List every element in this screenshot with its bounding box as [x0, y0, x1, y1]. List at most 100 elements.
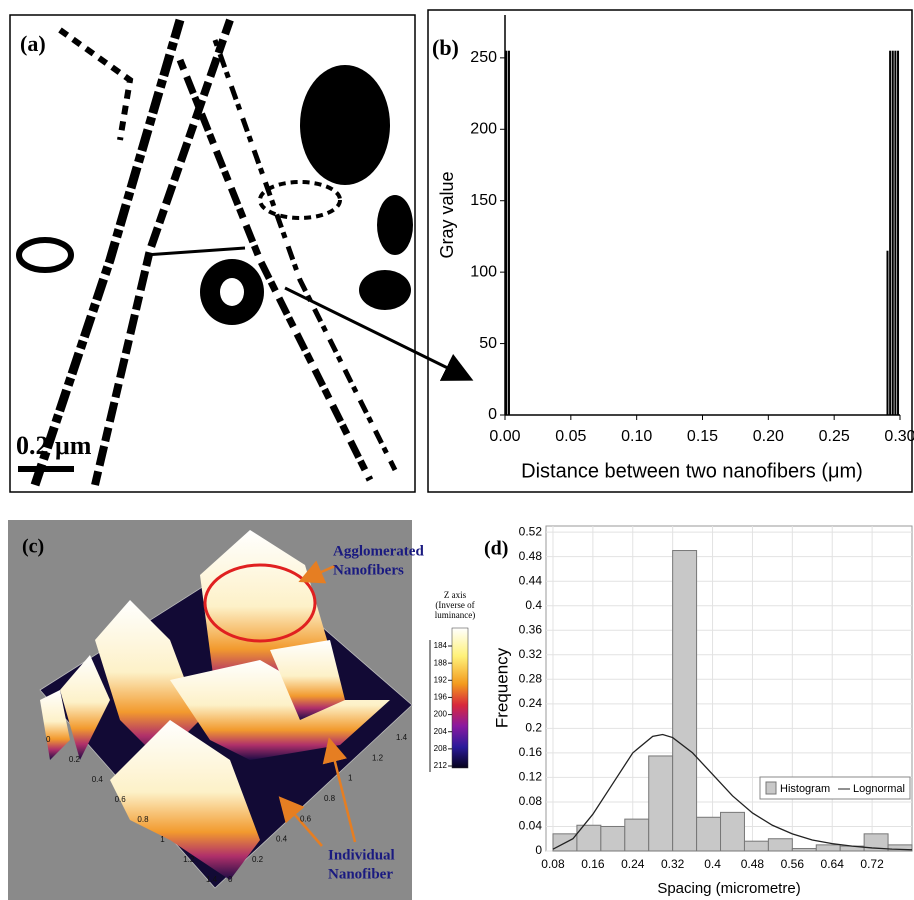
annotation: Agglomerated [333, 543, 424, 559]
x-tick-label: 0.25 [819, 428, 850, 445]
axis-tick-label: 1.4 [396, 733, 408, 742]
bar [897, 50, 900, 415]
legend-swatch [765, 781, 777, 795]
y-tick-label: 0.48 [519, 549, 543, 563]
bar [505, 50, 508, 415]
y-tick-label: 200 [470, 121, 497, 138]
axis-tick-label: 0.2 [252, 855, 264, 864]
x-tick-label: 0.32 [661, 857, 685, 871]
fit-curve [552, 733, 913, 851]
y-tick-label: 150 [470, 192, 497, 209]
y-tick-label: 100 [470, 263, 497, 280]
annotation: Individual [328, 847, 395, 863]
y-axis-title: Gray value [437, 171, 457, 258]
y-tick-label: 0.16 [519, 745, 543, 759]
axis-tick-label: 0.8 [137, 815, 149, 824]
axis-tick-label: 1 [160, 835, 165, 844]
y-tick-label: 0.28 [519, 671, 543, 685]
histogram-bar [791, 848, 817, 852]
panel-label: (c) [22, 536, 44, 558]
arrow [298, 560, 336, 584]
axis-tick-label: 0.4 [92, 775, 104, 784]
bar [507, 50, 510, 415]
histogram-bar [815, 844, 841, 852]
x-tick-label: 0.16 [581, 857, 605, 871]
axis-tick-label: 0.2 [69, 755, 81, 764]
colorbar-title: luminance) [435, 610, 475, 620]
axis-tick-label: 1.2 [372, 753, 384, 762]
scale-bar-label: 0.2 μm [16, 431, 92, 460]
x-tick-label: 0.15 [687, 428, 718, 445]
y-tick-label: 0.08 [519, 794, 543, 808]
x-tick-label: 0.72 [860, 857, 884, 871]
histogram-bar [696, 816, 722, 852]
bar [886, 250, 889, 415]
histogram-bar [624, 818, 650, 852]
bar [889, 50, 892, 415]
panel-label: (a) [20, 31, 46, 56]
x-axis-title: Distance between two nanofibers (μm) [521, 460, 863, 482]
colorbar-title: Z axis [444, 590, 467, 600]
x-tick-label: 0.20 [753, 428, 784, 445]
panel-label: (b) [432, 35, 459, 60]
x-axis-title: Spacing (micrometre) [657, 880, 800, 897]
surface-plot [8, 520, 469, 900]
histogram-bar [743, 840, 769, 852]
x-tick-label: 0.10 [621, 428, 652, 445]
histogram-bar [720, 811, 745, 852]
legend-box [759, 776, 911, 800]
axis-tick-label: 1 [348, 774, 353, 783]
colorbar-tick-label: 192 [434, 675, 448, 684]
axis-tick-label: 0.4 [276, 835, 288, 844]
y-tick-label: 0.04 [519, 819, 543, 833]
x-tick-label: 0.24 [621, 857, 645, 871]
histogram-bar [648, 755, 674, 852]
annotation: Nanofiber [328, 866, 393, 882]
x-tick-label: 0.56 [781, 857, 805, 871]
axis-tick-label: 1.2 [183, 855, 195, 864]
axis-tick-label: 0 [46, 735, 51, 744]
x-tick-label: 0.48 [741, 857, 765, 871]
y-tick-label: 0.4 [525, 598, 542, 612]
y-tick-label: 250 [470, 49, 497, 66]
x-tick-label: 0.05 [555, 428, 586, 445]
bar [891, 50, 894, 415]
colorbar-tick-label: 188 [434, 658, 448, 667]
y-tick-label: 0.2 [525, 721, 542, 735]
arrow [284, 286, 474, 381]
histogram-bar [887, 844, 913, 852]
x-tick-label: 0.4 [704, 857, 721, 871]
x-tick-label: 0.08 [541, 857, 565, 871]
y-tick-label: 50 [479, 335, 497, 352]
axis-tick-label: 0.6 [115, 795, 127, 804]
arrow [278, 796, 323, 847]
panel-frame [427, 9, 913, 493]
axis-tick-label: 0 [228, 875, 233, 884]
legend-label: Histogram [780, 783, 830, 795]
y-tick-label: 0 [488, 406, 497, 423]
x-tick-label: 0.64 [821, 857, 845, 871]
y-axis-title: Frequency [492, 647, 511, 728]
y-tick-label: 0.24 [519, 696, 543, 710]
histogram-bar [767, 838, 793, 852]
x-tick-label: 0.30 [884, 428, 914, 445]
histogram-bar [863, 833, 889, 852]
micrograph [9, 14, 416, 493]
panel-label: (d) [484, 538, 508, 560]
y-tick-label: 0.44 [519, 573, 543, 587]
colorbar-tick-label: 184 [434, 641, 448, 650]
y-tick-label: 0.12 [519, 770, 543, 784]
histogram-bar [600, 825, 626, 852]
arrow [144, 246, 246, 257]
y-tick-label: 0.52 [519, 524, 543, 538]
x-tick-label: 0.00 [489, 428, 520, 445]
axis-tick-label: 0.8 [324, 794, 336, 803]
colorbar-tick-label: 204 [434, 727, 448, 736]
y-tick-label: 0 [535, 843, 542, 857]
bar [894, 50, 897, 415]
annotation: Nanofibers [333, 562, 404, 578]
histogram-bar [672, 550, 698, 852]
legend-label: Lognormal [853, 783, 905, 795]
